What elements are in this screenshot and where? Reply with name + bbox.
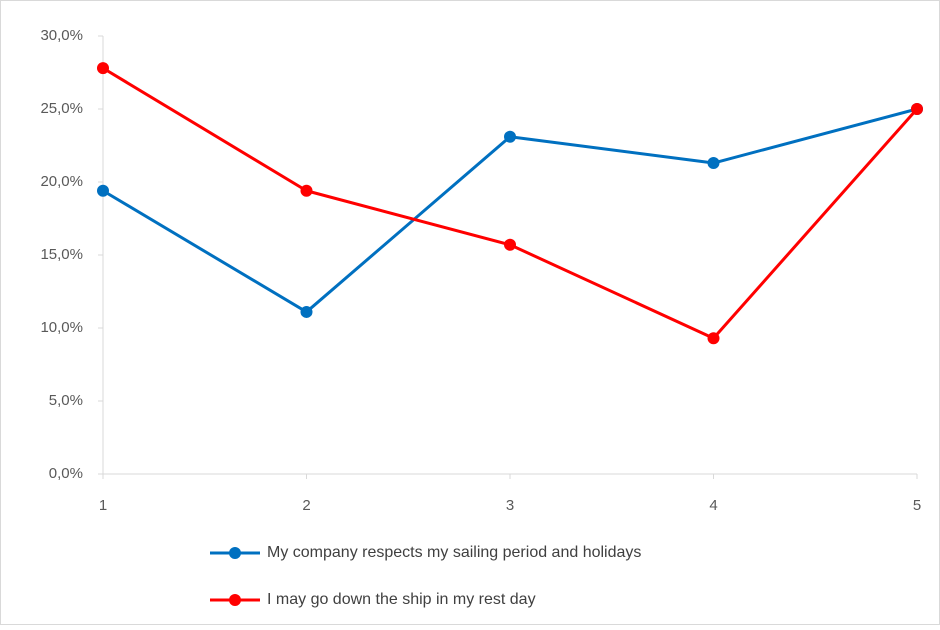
x-tick-label: 3 [506, 497, 514, 514]
legend-marker [229, 547, 241, 559]
series-marker [707, 157, 720, 170]
legend-label: I may go down the ship in my rest day [267, 591, 536, 608]
y-tick-label: 0,0% [49, 465, 83, 482]
series-marker [504, 238, 516, 251]
series-marker [911, 103, 923, 115]
series-marker [707, 332, 720, 345]
x-tick-label: 2 [302, 497, 310, 514]
x-tick-label: 5 [913, 497, 921, 514]
legend-marker [229, 594, 241, 606]
y-tick-label: 30,0% [40, 27, 83, 44]
y-tick-label: 20,0% [40, 173, 83, 190]
series-marker [504, 130, 516, 143]
series-marker [300, 305, 313, 318]
series-marker [97, 62, 109, 75]
y-tick-label: 25,0% [40, 100, 83, 117]
x-tick-label: 1 [99, 497, 107, 514]
series-marker [300, 184, 313, 197]
legend-label: My company respects my sailing period an… [267, 544, 641, 561]
y-tick-label: 10,0% [40, 319, 83, 336]
y-tick-label: 5,0% [49, 392, 83, 409]
y-tick-label: 15,0% [40, 246, 83, 263]
x-tick-label: 4 [709, 497, 717, 514]
series-marker [97, 184, 109, 197]
